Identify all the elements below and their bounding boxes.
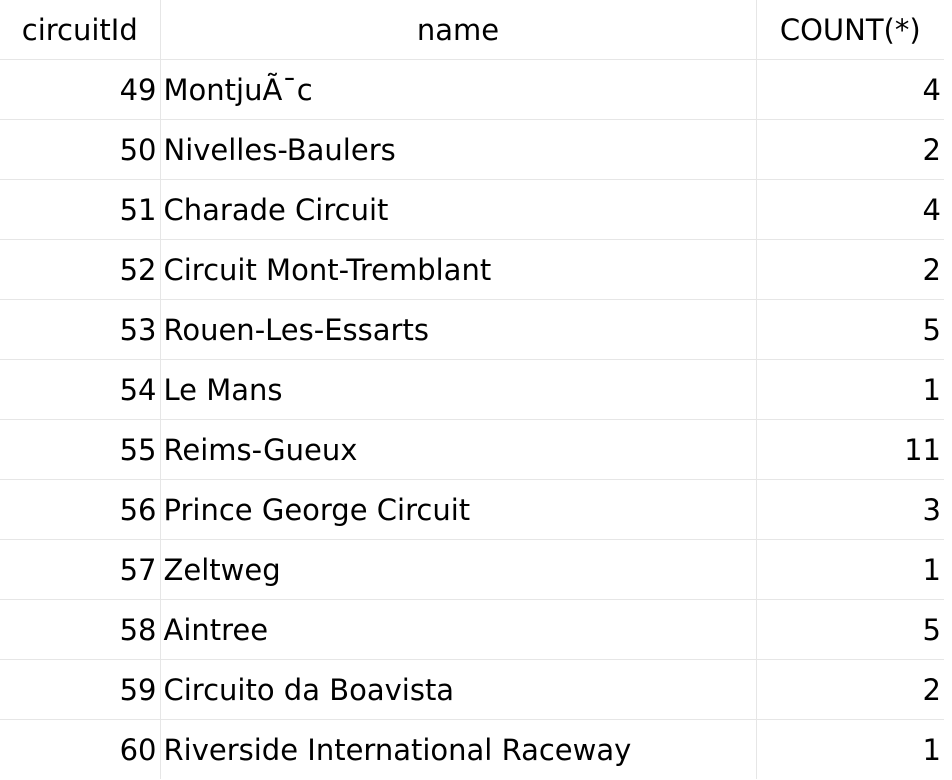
table-row[interactable]: 52 Circuit Mont-Tremblant 2 [0,239,944,300]
cell-name[interactable]: Circuit Mont-Tremblant [160,239,757,300]
cell-count[interactable]: 11 [756,419,944,480]
cell-circuit-id[interactable]: 55 [0,419,161,480]
cell-circuit-id[interactable]: 59 [0,659,161,720]
cell-name[interactable]: Nivelles-Baulers [160,119,757,180]
cell-count[interactable]: 1 [756,359,944,420]
table-row[interactable]: 53 Rouen-Les-Essarts 5 [0,299,944,360]
cell-count[interactable]: 1 [756,719,944,779]
cell-name[interactable]: Zeltweg [160,539,757,600]
cell-circuit-id[interactable]: 54 [0,359,161,420]
cell-name[interactable]: MontjuÃ¯c [160,59,757,120]
cell-count[interactable]: 5 [756,299,944,360]
cell-circuit-id[interactable]: 53 [0,299,161,360]
table-row[interactable]: 56 Prince George Circuit 3 [0,479,944,540]
cell-name[interactable]: Charade Circuit [160,179,757,240]
table-row[interactable]: 51 Charade Circuit 4 [0,179,944,240]
cell-name[interactable]: Prince George Circuit [160,479,757,540]
cell-count[interactable]: 2 [756,239,944,300]
cell-count[interactable]: 2 [756,119,944,180]
header-row: circuitId name COUNT(*) [0,0,944,60]
cell-name[interactable]: Le Mans [160,359,757,420]
table-body: 49 MontjuÃ¯c 4 50 Nivelles-Baulers 2 51 Charade… [0,59,944,779]
cell-circuit-id[interactable]: 52 [0,239,161,300]
table-row[interactable]: 49 MontjuÃ¯c 4 [0,59,944,120]
cell-name[interactable]: Rouen-Les-Essarts [160,299,757,360]
cell-circuit-id[interactable]: 58 [0,599,161,660]
cell-circuit-id[interactable]: 60 [0,719,161,779]
table-row[interactable]: 59 Circuito da Boavista 2 [0,659,944,720]
cell-count[interactable]: 3 [756,479,944,540]
cell-name[interactable]: Aintree [160,599,757,660]
column-header-name[interactable]: name [160,0,757,60]
table-row[interactable]: 57 Zeltweg 1 [0,539,944,600]
cell-circuit-id[interactable]: 51 [0,179,161,240]
cell-count[interactable]: 4 [756,59,944,120]
column-header-count[interactable]: COUNT(*) [779,12,921,47]
column-header-circuitid[interactable]: circuitId [0,0,161,60]
table-row[interactable]: 50 Nivelles-Baulers 2 [0,119,944,180]
cell-count[interactable]: 5 [756,599,944,660]
cell-count[interactable]: 2 [756,659,944,720]
table-row[interactable]: 54 Le Mans 1 [0,359,944,420]
cell-count[interactable]: 1 [756,539,944,600]
cell-count[interactable]: 4 [756,179,944,240]
table-row[interactable]: 55 Reims-Gueux 11 [0,419,944,480]
cell-name[interactable]: Riverside International Raceway [160,719,757,779]
cell-circuit-id[interactable]: 49 [0,59,161,120]
cell-circuit-id[interactable]: 57 [0,539,161,600]
table-row[interactable]: 60 Riverside International Raceway 1 [0,719,944,779]
cell-name[interactable]: Reims-Gueux [160,419,757,480]
table-row[interactable]: 58 Aintree 5 [0,599,944,660]
cell-circuit-id[interactable]: 50 [0,119,161,180]
cell-circuit-id[interactable]: 56 [0,479,161,540]
cell-name[interactable]: Circuito da Boavista [160,659,757,720]
